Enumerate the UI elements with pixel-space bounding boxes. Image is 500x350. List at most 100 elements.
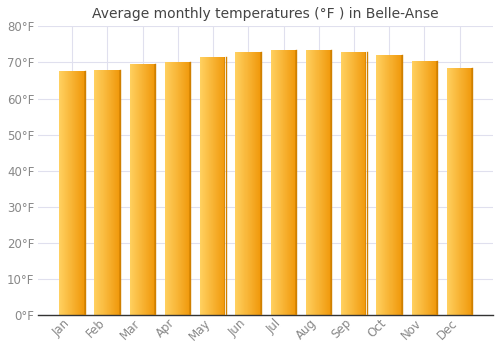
Bar xyxy=(429,61,430,315)
Bar xyxy=(357,51,358,315)
Bar xyxy=(62,71,63,315)
Bar xyxy=(108,70,109,315)
Bar xyxy=(69,71,70,315)
Bar xyxy=(171,62,172,315)
Bar xyxy=(220,57,221,315)
Bar xyxy=(418,61,419,315)
Bar xyxy=(246,51,247,315)
Bar xyxy=(328,50,329,315)
Bar xyxy=(356,51,357,315)
Bar xyxy=(424,61,425,315)
Bar xyxy=(60,71,61,315)
Bar xyxy=(134,64,135,315)
Bar xyxy=(325,50,326,315)
Bar xyxy=(469,68,470,315)
Bar xyxy=(463,68,464,315)
Bar xyxy=(330,50,331,315)
Bar xyxy=(150,64,151,315)
Bar xyxy=(132,64,133,315)
Bar xyxy=(137,64,138,315)
Bar xyxy=(288,50,289,315)
Bar xyxy=(427,61,428,315)
Bar xyxy=(109,70,110,315)
Bar xyxy=(279,50,280,315)
Bar xyxy=(242,51,243,315)
Bar xyxy=(208,57,209,315)
Bar xyxy=(74,71,75,315)
Bar xyxy=(378,55,379,315)
Bar xyxy=(79,71,80,315)
Bar xyxy=(323,50,324,315)
Bar xyxy=(396,55,397,315)
Bar xyxy=(107,70,108,315)
Bar xyxy=(434,61,435,315)
Bar xyxy=(387,55,388,315)
Bar xyxy=(189,62,190,315)
Bar xyxy=(342,51,343,315)
Bar xyxy=(188,62,189,315)
Bar xyxy=(291,50,292,315)
Bar xyxy=(64,71,65,315)
Bar xyxy=(236,51,237,315)
Bar xyxy=(376,55,377,315)
Bar xyxy=(385,55,386,315)
Bar xyxy=(284,50,285,315)
Bar xyxy=(212,57,213,315)
Bar xyxy=(326,50,327,315)
Bar xyxy=(462,68,463,315)
Bar xyxy=(251,51,252,315)
Bar xyxy=(431,61,432,315)
Bar xyxy=(106,70,107,315)
Bar xyxy=(312,50,313,315)
Bar xyxy=(66,71,67,315)
Bar xyxy=(363,51,364,315)
Bar xyxy=(249,51,250,315)
Bar xyxy=(213,57,214,315)
Bar xyxy=(239,51,240,315)
Bar xyxy=(110,70,111,315)
Bar xyxy=(131,64,132,315)
Bar xyxy=(319,50,320,315)
Bar xyxy=(97,70,98,315)
Bar xyxy=(271,50,272,315)
Bar xyxy=(250,51,251,315)
Bar xyxy=(83,71,84,315)
Bar xyxy=(270,50,271,315)
Bar xyxy=(185,62,186,315)
Bar xyxy=(399,55,400,315)
Bar xyxy=(118,70,120,315)
Bar xyxy=(170,62,171,315)
Bar xyxy=(100,70,101,315)
Bar xyxy=(222,57,223,315)
Bar xyxy=(173,62,174,315)
Bar xyxy=(167,62,168,315)
Bar xyxy=(412,61,413,315)
Bar xyxy=(278,50,279,315)
Bar xyxy=(215,57,216,315)
Bar xyxy=(272,50,273,315)
Bar xyxy=(362,51,363,315)
Bar xyxy=(175,62,176,315)
Title: Average monthly temperatures (°F ) in Belle-Anse: Average monthly temperatures (°F ) in Be… xyxy=(92,7,439,21)
Bar xyxy=(320,50,321,315)
Bar xyxy=(458,68,459,315)
Bar xyxy=(219,57,220,315)
Bar xyxy=(243,51,244,315)
Bar xyxy=(349,51,350,315)
Bar xyxy=(248,51,249,315)
Bar xyxy=(218,57,219,315)
Bar xyxy=(174,62,175,315)
Bar xyxy=(72,71,73,315)
Bar xyxy=(73,71,74,315)
Bar xyxy=(290,50,291,315)
Bar xyxy=(321,50,322,315)
Bar xyxy=(295,50,296,315)
Bar xyxy=(389,55,390,315)
Bar xyxy=(104,70,105,315)
Bar xyxy=(352,51,353,315)
Bar xyxy=(450,68,451,315)
Bar xyxy=(382,55,383,315)
Bar xyxy=(146,64,147,315)
Bar xyxy=(207,57,208,315)
Bar xyxy=(425,61,426,315)
